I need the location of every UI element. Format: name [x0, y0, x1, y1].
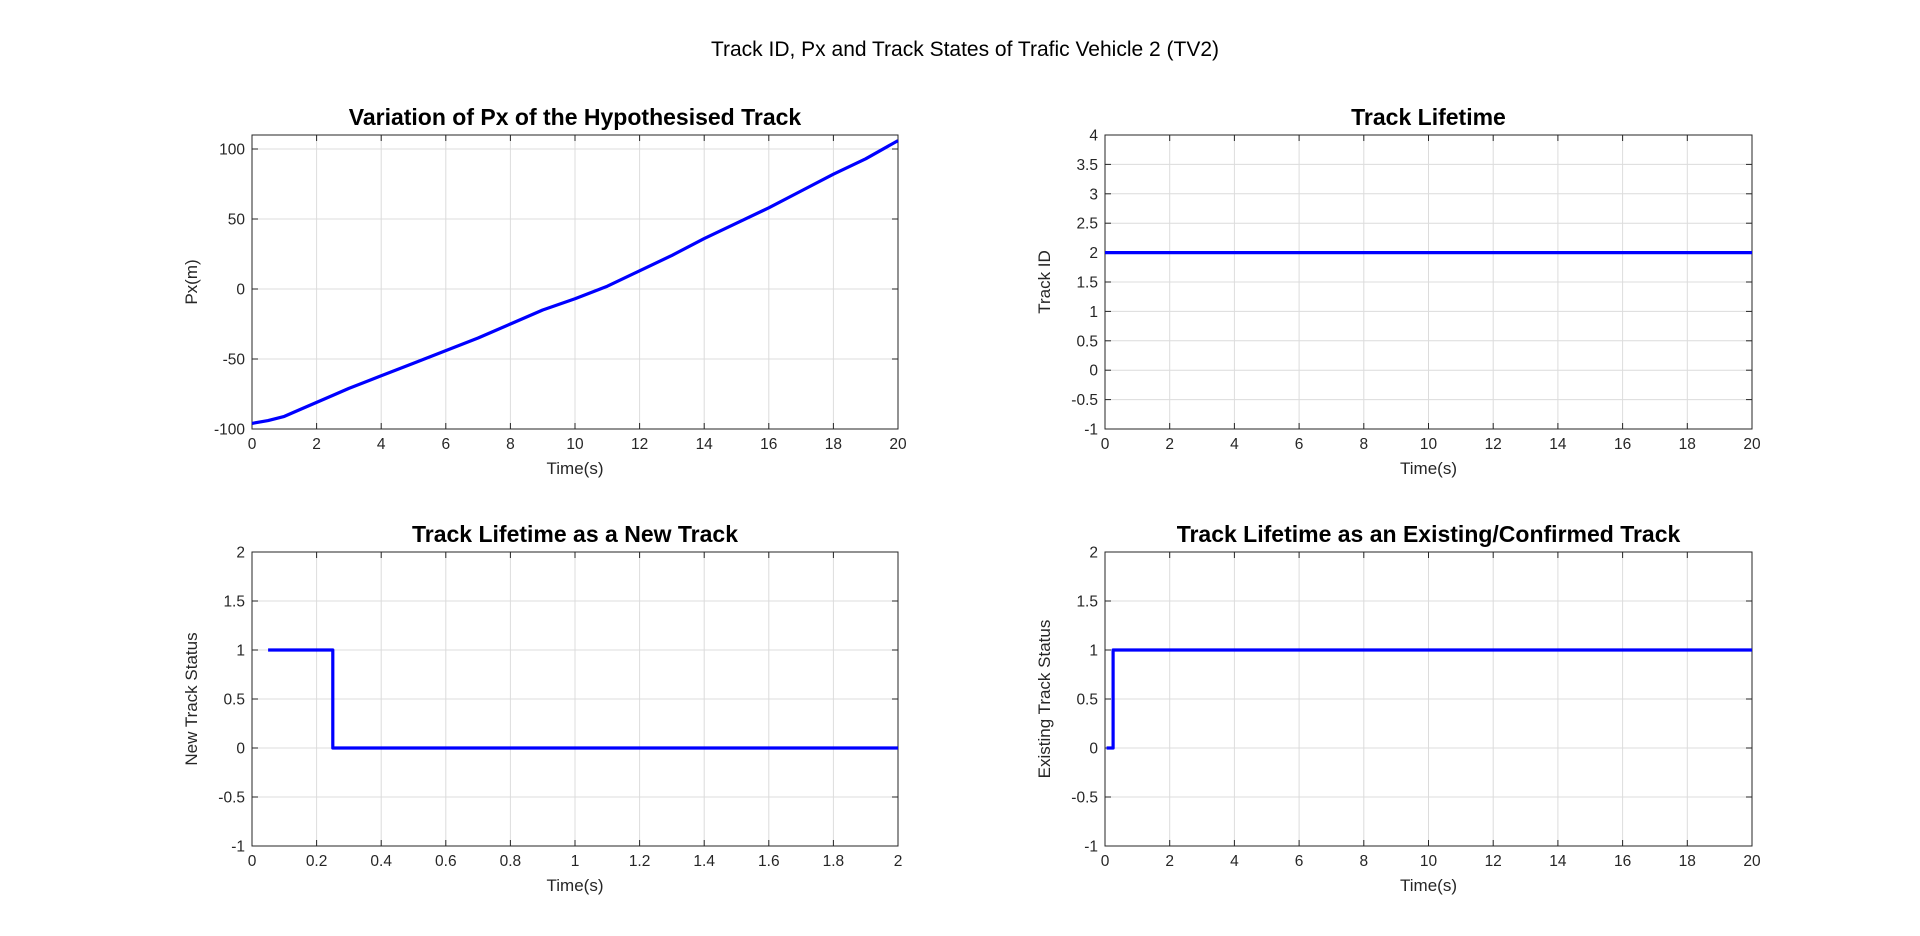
- subplot-existing-track-status: 0 2 4 6 8 10 12 14 16 18 20 -1 -0.5 0 0.5 1 1.5 2 Track Li…: [1035, 521, 1761, 895]
- x-tick-label: 14: [696, 436, 714, 453]
- y-tick-label: -1: [1084, 839, 1098, 856]
- x-tick-label: 18: [1679, 436, 1696, 453]
- x-tick-label: 1.2: [629, 853, 651, 870]
- x-axis-label: Time(s): [547, 876, 604, 895]
- x-tick-label: 0.4: [370, 853, 392, 870]
- x-axis-label: Time(s): [1400, 459, 1457, 478]
- x-tick-label: 10: [1420, 853, 1438, 870]
- x-tick-label: 6: [1295, 853, 1304, 870]
- x-tick-label: 1.8: [823, 853, 845, 870]
- y-tick-label: 0.5: [223, 692, 245, 709]
- y-tick-label: 1: [236, 643, 245, 660]
- y-tick-label: 0.5: [1076, 692, 1098, 709]
- x-tick-label: 0: [1101, 436, 1110, 453]
- y-tick-label: -100: [214, 422, 245, 439]
- x-tick-label: 14: [1549, 436, 1567, 453]
- x-tick-label: 4: [1230, 853, 1239, 870]
- y-tick-label: 0: [1089, 741, 1098, 758]
- x-tick-label: 1: [571, 853, 580, 870]
- subplot-title: Track Lifetime: [1351, 104, 1506, 130]
- y-tick-label: -0.5: [1071, 392, 1098, 409]
- y-axis-label: Existing Track Status: [1035, 620, 1054, 779]
- y-tick-label: 4: [1089, 128, 1098, 145]
- x-tick-label: 1.4: [693, 853, 715, 870]
- y-tick-label: 1.5: [1076, 275, 1098, 292]
- y-tick-label: -0.5: [218, 790, 245, 807]
- x-tick-label: 0.6: [435, 853, 457, 870]
- x-tick-label: 8: [1359, 436, 1368, 453]
- x-tick-label: 18: [1679, 853, 1696, 870]
- subplots: 0 2 4 6 8 10 12 14 16 18 20-100-50050100Variation …: [182, 104, 1761, 895]
- y-tick-label: 2: [1089, 245, 1098, 262]
- series-line: [251, 139, 899, 425]
- x-tick-label: 16: [760, 436, 777, 453]
- x-tick-label: 2: [1165, 436, 1174, 453]
- subplot-title: Variation of Px of the Hypothesised Trac…: [349, 104, 802, 130]
- figure-title: Track ID, Px and Track States of Trafic …: [711, 38, 1219, 61]
- x-tick-label: 16: [1614, 436, 1631, 453]
- x-tick-label: 1.6: [758, 853, 780, 870]
- y-tick-label: 1.5: [1076, 594, 1098, 611]
- y-tick-label: -0.5: [1071, 790, 1098, 807]
- x-tick-label: 4: [1230, 436, 1239, 453]
- y-tick-label: 1: [1089, 643, 1098, 660]
- y-tick-label: -50: [223, 352, 246, 369]
- x-tick-label: 0: [248, 853, 257, 870]
- x-tick-label: 0.8: [500, 853, 522, 870]
- x-tick-label: 0.2: [306, 853, 328, 870]
- y-tick-label: 3: [1089, 186, 1098, 203]
- x-tick-label: 2: [1165, 853, 1174, 870]
- y-axis-label: Px(m): [182, 259, 201, 304]
- x-tick-label: 10: [566, 436, 584, 453]
- y-tick-label: -1: [231, 839, 245, 856]
- y-tick-label: 2.5: [1076, 216, 1098, 233]
- y-tick-label: 0: [1089, 363, 1098, 380]
- x-tick-label: 20: [1743, 853, 1761, 870]
- x-axis-label: Time(s): [547, 459, 604, 478]
- series-line: [268, 648, 898, 750]
- y-axis-label: New Track Status: [182, 632, 201, 765]
- y-tick-label: -1: [1084, 422, 1098, 439]
- x-tick-label: 6: [1295, 436, 1304, 453]
- x-tick-label: 12: [1485, 853, 1502, 870]
- y-tick-label: 0: [236, 741, 245, 758]
- y-axis-label: Track ID: [1035, 250, 1054, 314]
- x-tick-label: 8: [1359, 853, 1368, 870]
- x-tick-label: 10: [1420, 436, 1438, 453]
- x-tick-label: 0: [248, 436, 257, 453]
- x-tick-label: 14: [1549, 853, 1567, 870]
- x-tick-label: 6: [441, 436, 450, 453]
- x-tick-label: 4: [377, 436, 386, 453]
- y-tick-label: 2: [1089, 545, 1098, 562]
- x-tick-label: 20: [889, 436, 907, 453]
- subplot-title: Track Lifetime as a New Track: [412, 521, 738, 547]
- y-tick-label: 100: [219, 142, 245, 159]
- x-tick-label: 20: [1743, 436, 1761, 453]
- x-tick-label: 12: [1485, 436, 1502, 453]
- x-tick-label: 12: [631, 436, 648, 453]
- subplot-title: Track Lifetime as an Existing/Confirmed …: [1177, 521, 1681, 547]
- x-axis-label: Time(s): [1400, 876, 1457, 895]
- y-tick-label: 1: [1089, 304, 1098, 321]
- x-tick-label: 16: [1614, 853, 1631, 870]
- y-tick-label: 0.5: [1076, 333, 1098, 350]
- series-line: [1106, 648, 1752, 750]
- y-tick-label: 2: [236, 545, 245, 562]
- y-tick-label: 0: [236, 282, 245, 299]
- subplot-px-variation: 0 2 4 6 8 10 12 14 16 18 20 -100 -50 0 50 100 Variation …: [182, 104, 907, 478]
- x-tick-label: 2: [312, 436, 321, 453]
- x-tick-label: 8: [506, 436, 515, 453]
- y-tick-label: 50: [228, 212, 246, 229]
- subplot-track-lifetime: 0 2 4 6 8 10 12 14 16 18 20 -1 -0.5 0 0.5 1 1.5 2 2.5 3 3.5 4…: [1035, 104, 1761, 478]
- subplot-new-track-status: 0 0.2 0.4 0.6 0.8 1 1.2 1.4 1.6 1.8 2 -1 -0.5 0 0.5 1 1.…: [182, 521, 902, 895]
- x-tick-label: 2: [894, 853, 903, 870]
- x-tick-label: 18: [825, 436, 842, 453]
- y-tick-label: 3.5: [1076, 157, 1098, 174]
- x-tick-label: 0: [1101, 853, 1110, 870]
- y-tick-label: 1.5: [223, 594, 245, 611]
